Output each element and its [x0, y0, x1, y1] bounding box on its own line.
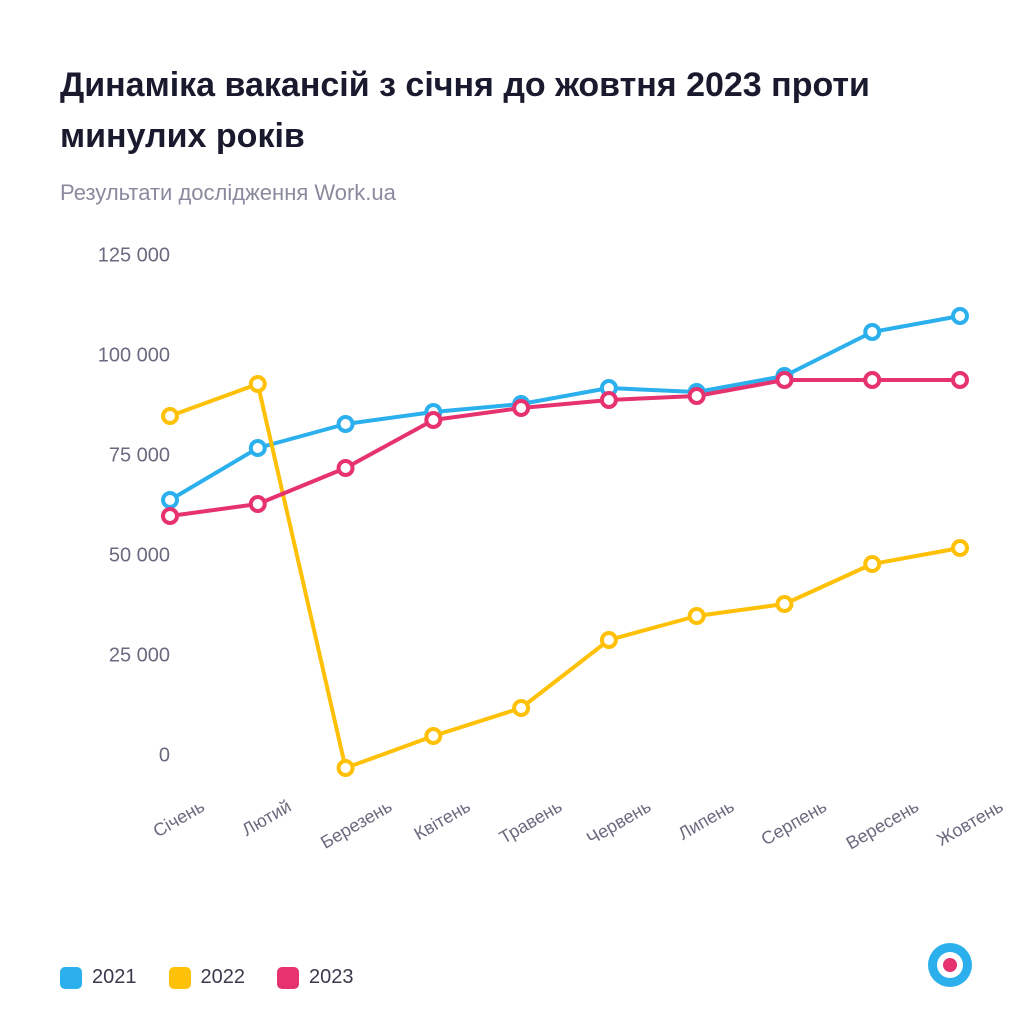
series-marker-2021: [339, 417, 353, 431]
line-chart-svg: [170, 256, 960, 776]
chart-title: Динаміка вакансій з січня до жовтня 2023…: [60, 60, 964, 162]
legend-swatch: [60, 967, 82, 989]
series-marker-2023: [251, 497, 265, 511]
series-marker-2022: [865, 557, 879, 571]
x-tick-label: Липень: [674, 796, 737, 845]
series-marker-2022: [953, 541, 967, 555]
chart-subtitle: Результати дослідження Work.ua: [60, 180, 964, 206]
series-marker-2022: [251, 377, 265, 391]
series-marker-2022: [690, 609, 704, 623]
x-tick-label: Березень: [317, 796, 396, 854]
x-tick-label: Жовтень: [933, 796, 1007, 851]
series-marker-2023: [163, 509, 177, 523]
x-tick-label: Червень: [583, 796, 655, 850]
x-tick-label: Січень: [150, 796, 209, 842]
chart-container: 025 00050 00075 000100 000125 000 Січень…: [60, 256, 960, 856]
series-marker-2023: [426, 413, 440, 427]
series-marker-2021: [953, 309, 967, 323]
y-tick-label: 75 000: [109, 445, 170, 468]
series-marker-2021: [865, 325, 879, 339]
legend-swatch: [169, 967, 191, 989]
legend-item-2022: 2022: [169, 966, 246, 989]
y-tick-label: 125 000: [98, 245, 170, 268]
x-axis-labels: СіченьЛютийБерезеньКвітеньТравеньЧервень…: [170, 776, 960, 856]
series-marker-2021: [251, 441, 265, 455]
legend-item-2021: 2021: [60, 966, 137, 989]
series-line-2021: [170, 316, 960, 500]
legend-label: 2022: [201, 966, 246, 989]
legend-swatch: [277, 967, 299, 989]
series-marker-2022: [602, 633, 616, 647]
x-tick-label: Лютий: [238, 796, 295, 841]
series-marker-2022: [163, 409, 177, 423]
legend-label: 2021: [92, 966, 137, 989]
y-tick-label: 50 000: [109, 545, 170, 568]
y-tick-label: 100 000: [98, 345, 170, 368]
x-tick-label: Серпень: [758, 796, 831, 850]
series-marker-2023: [514, 401, 528, 415]
series-marker-2021: [163, 493, 177, 507]
series-marker-2023: [602, 393, 616, 407]
x-tick-label: Травень: [496, 796, 566, 849]
series-marker-2023: [865, 373, 879, 387]
series-marker-2022: [514, 701, 528, 715]
x-tick-label: Вересень: [843, 796, 923, 854]
series-line-2023: [170, 380, 960, 516]
legend-label: 2023: [309, 966, 354, 989]
series-marker-2023: [339, 461, 353, 475]
series-marker-2022: [339, 761, 353, 775]
legend: 2021 2022 2023: [60, 966, 354, 989]
series-marker-2022: [426, 729, 440, 743]
y-tick-label: 0: [159, 745, 170, 768]
brand-logo-icon: [926, 941, 974, 994]
series-marker-2023: [777, 373, 791, 387]
y-tick-label: 25 000: [109, 645, 170, 668]
series-marker-2023: [690, 389, 704, 403]
x-tick-label: Квітень: [411, 796, 475, 845]
series-marker-2023: [953, 373, 967, 387]
series-marker-2022: [777, 597, 791, 611]
legend-item-2023: 2023: [277, 966, 354, 989]
plot-area: 025 00050 00075 000100 000125 000 Січень…: [170, 256, 960, 776]
